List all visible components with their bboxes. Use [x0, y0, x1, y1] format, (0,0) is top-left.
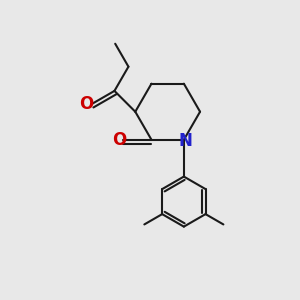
Text: N: N: [178, 132, 192, 150]
Text: O: O: [112, 131, 126, 149]
Text: O: O: [79, 95, 93, 113]
